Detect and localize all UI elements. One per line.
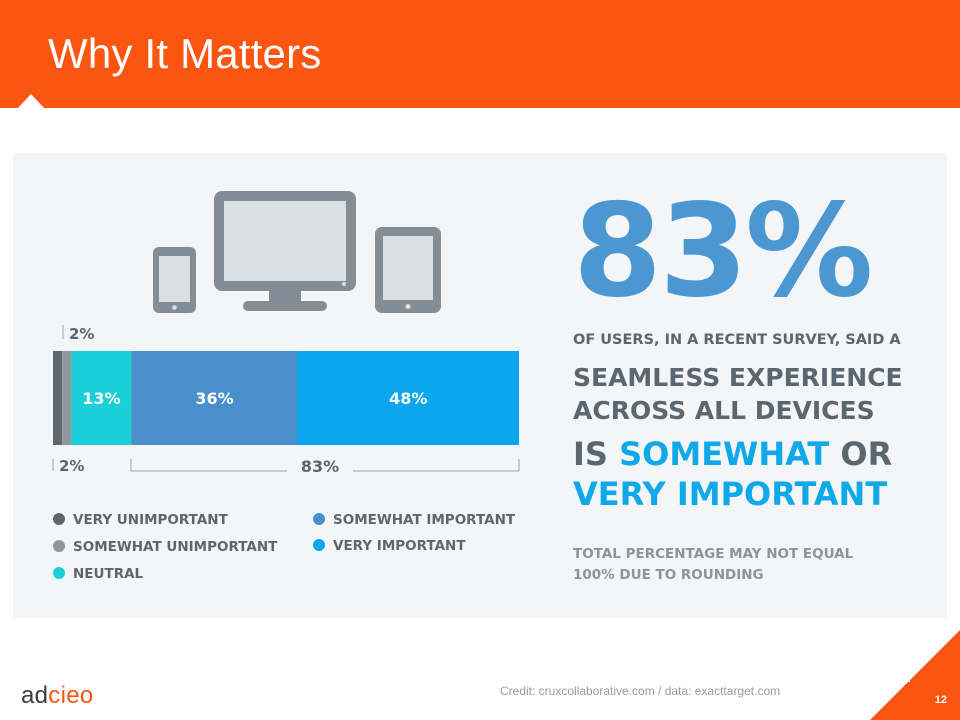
phone-icon [153,247,196,313]
slide-title: Why It Matters [48,30,322,77]
devices-icon [153,191,441,313]
annotation-2-top: 2% [62,325,94,343]
legend-label-very-unimportant: VERY UNIMPORTANT [73,512,229,528]
legend-dot-very-important [313,539,325,551]
big-number-83: 83% [573,177,870,326]
headline-line-2: SEAMLESS EXPERIENCE [573,363,903,392]
headline-line-4-or: OR [829,435,892,473]
combined-83-label: 83% [301,457,339,476]
legend-label-somewhat-important: SOMEWHAT IMPORTANT [333,512,516,528]
headline-line-4-somewhat: SOMEWHAT [619,435,829,473]
legend-label-neutral: NEUTRAL [73,566,144,582]
monitor-icon [214,191,356,311]
infographic-svg: 13% 36% 48% 2% 2% 83% VERY UNIMPORTANT SOME… [52,177,903,583]
tablet-icon [375,227,441,313]
annotation-2-top-label: 2% [69,325,94,343]
footnote-line-1: TOTAL PERCENTAGE MAY NOT EQUAL [573,546,854,562]
legend-label-very-important: VERY IMPORTANT [333,538,466,554]
page-number: 12 [934,694,947,706]
headline-line-5: VERY IMPORTANT [573,475,887,513]
bar-segment-somewhat-unimportant [62,351,72,445]
credit-text: Credit: cruxcollaborative.com / data: ex… [500,684,781,698]
chart-legend: VERY UNIMPORTANT SOMEWHAT UNIMPORTANT NEUT… [53,512,516,582]
header-notch [17,94,45,109]
slide-header: Why It Matters [0,0,960,109]
annotation-2-bottom-label: 2% [59,457,84,475]
infographic-panel: 13% 36% 48% 2% 2% 83% VERY UNIMPORTANT SOME… [13,153,947,618]
bar-segment-neutral [71,351,132,445]
adcieo-logo: adcieo [21,682,94,710]
bar-label-neutral: 13% [82,389,120,408]
footnote-line-2: 100% DUE TO ROUNDING [573,567,764,583]
bar-label-somewhat-important: 36% [195,389,233,408]
stacked-bar-chart: 13% 36% 48% [53,351,519,445]
legend-dot-somewhat-important [313,513,325,525]
headline-line-4-is: IS [573,435,619,473]
headline-line-4: IS SOMEWHAT OR [573,435,892,473]
corner-decoration [870,630,960,720]
logo-part-ad: ad [21,682,49,709]
annotation-2-bottom: 2% [52,457,84,475]
logo-part-cieo: cieo [48,682,94,709]
headline-line-3: ACROSS ALL DEVICES [573,396,875,425]
legend-dot-neutral [53,567,65,579]
bar-label-very-important: 48% [389,389,427,408]
legend-label-somewhat-unimportant: SOMEWHAT UNIMPORTANT [73,539,278,555]
bar-segment-very-unimportant [53,351,63,445]
legend-dot-somewhat-unimportant [53,540,65,552]
bar-segment-very-important [297,351,519,445]
bar-segment-somewhat-important [131,351,298,445]
combined-83-bracket: 83% [130,457,520,476]
headline-line-1: OF USERS, IN A RECENT SURVEY, SAID A [573,332,901,348]
legend-dot-very-unimportant [53,513,65,525]
